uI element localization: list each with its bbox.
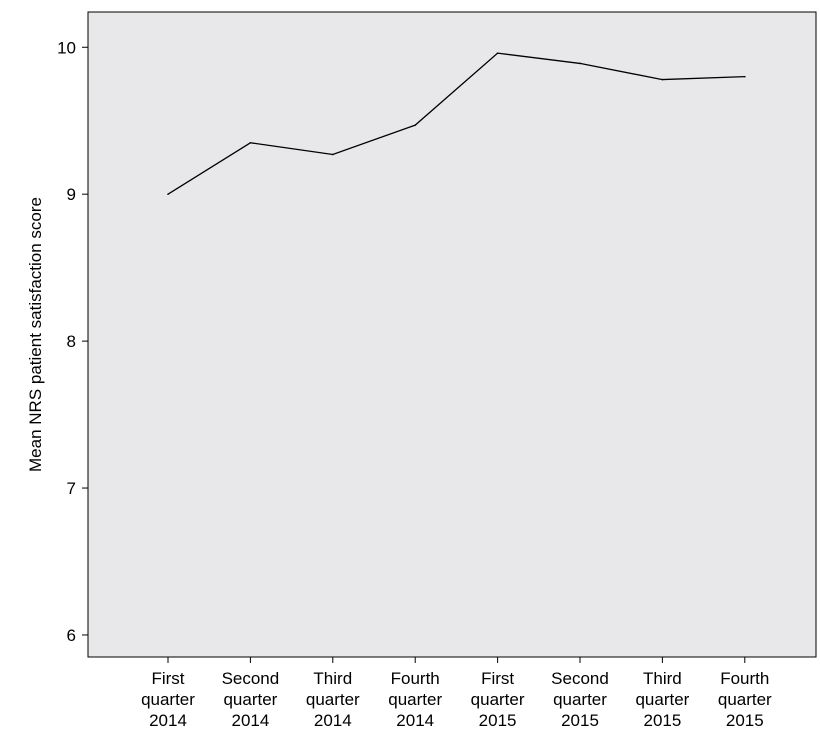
y-tick-label: 7	[67, 479, 76, 498]
data-point	[249, 141, 252, 144]
x-tick-label: First quarter 2015	[471, 669, 525, 730]
y-tick-label: 10	[57, 38, 76, 57]
y-tick-label: 8	[67, 332, 76, 351]
y-tick-label: 6	[67, 626, 76, 645]
x-tick-label: Second quarter 2014	[222, 669, 280, 730]
y-axis-title: Mean NRS patient satisfaction score	[26, 197, 45, 472]
data-point	[414, 124, 417, 126]
data-point	[167, 193, 169, 195]
x-tick-label: Third quarter 2014	[306, 669, 360, 730]
x-tick-label: Fourth quarter 2014	[388, 669, 442, 730]
data-point	[332, 153, 334, 156]
x-tick-label: Second quarter 2015	[551, 669, 609, 730]
y-tick-label: 9	[67, 185, 76, 204]
data-point	[579, 62, 581, 65]
x-tick-label: First quarter 2014	[141, 669, 195, 730]
data-point	[744, 75, 746, 78]
data-point	[661, 78, 664, 81]
series-line	[167, 52, 745, 195]
series-group	[167, 52, 746, 195]
data-point	[496, 52, 499, 54]
plot-area	[87, 11, 817, 658]
x-tick-label: Fourth quarter 2015	[718, 669, 772, 730]
x-tick-label: Third quarter 2015	[635, 669, 689, 730]
y-axis: 6 7 8 9 10	[57, 38, 88, 645]
x-axis: First quarter 2014 Second quarter 2014 Third qu…	[141, 657, 772, 730]
